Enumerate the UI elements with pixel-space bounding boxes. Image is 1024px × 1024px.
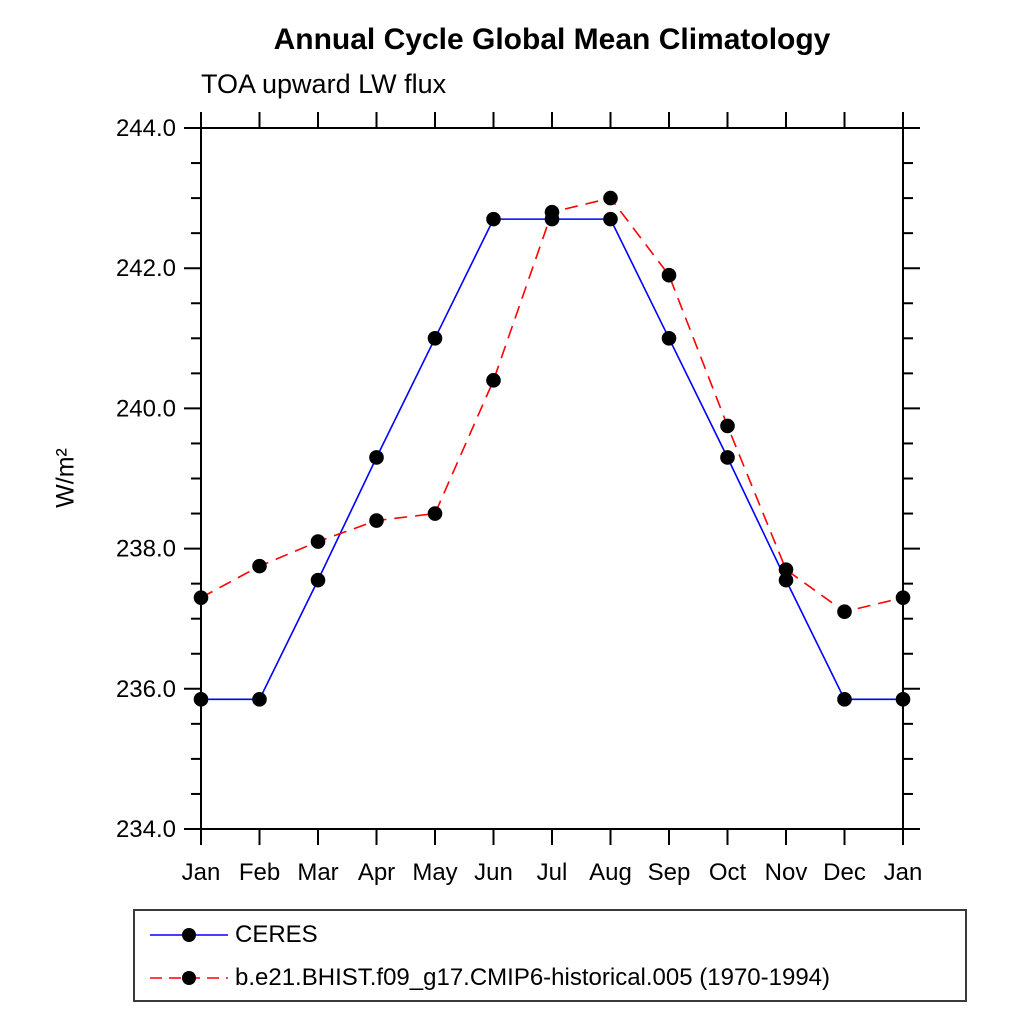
x-tick-label: Sep xyxy=(648,859,691,886)
ceres-marker xyxy=(193,692,209,707)
ceres-marker xyxy=(603,211,618,227)
x-tick-label: Jan xyxy=(182,859,221,886)
ceres-marker xyxy=(720,450,735,465)
model-marker xyxy=(427,506,443,521)
x-tick-label: Apr xyxy=(358,859,395,886)
y-axis-title: W/m² xyxy=(51,448,80,508)
y-tick-label: 240.0 xyxy=(116,395,176,422)
model-marker xyxy=(661,267,677,283)
legend-marker-ceres xyxy=(182,928,196,942)
ceres-marker xyxy=(252,692,267,707)
ceres-marker xyxy=(486,211,501,227)
chart-title: Annual Cycle Global Mean Climatology xyxy=(273,23,831,56)
model-marker xyxy=(193,590,209,605)
model-marker xyxy=(252,558,267,574)
x-tick-label: Dec xyxy=(823,859,866,886)
ceres-marker xyxy=(661,331,677,346)
legend-label-ceres: CERES xyxy=(235,921,318,948)
x-tick-label: Mar xyxy=(297,859,338,886)
y-tick-label: 236.0 xyxy=(116,676,176,703)
model-marker xyxy=(369,513,384,528)
x-tick-label: Oct xyxy=(709,859,747,886)
plot-frame xyxy=(200,127,904,830)
model-marker xyxy=(310,534,326,549)
model-marker xyxy=(895,590,911,605)
ceres-marker xyxy=(778,572,794,588)
model-marker xyxy=(544,204,560,220)
y-tick-label: 244.0 xyxy=(116,115,176,142)
ceres-marker xyxy=(427,331,443,346)
model-marker xyxy=(778,562,794,577)
ceres-marker xyxy=(895,692,911,707)
x-tick-label: May xyxy=(412,859,457,886)
chart-subtitle: TOA upward LW flux xyxy=(201,69,447,99)
model-marker xyxy=(720,418,735,434)
x-tick-label: Feb xyxy=(239,859,280,886)
x-tick-label: Jun xyxy=(474,859,513,886)
x-tick-label: Jan xyxy=(884,859,923,886)
y-tick-label: 242.0 xyxy=(116,255,176,282)
ceres-marker xyxy=(837,692,852,707)
legend-marker-model xyxy=(182,971,196,985)
model-line xyxy=(200,197,904,613)
y-tick-label: 238.0 xyxy=(116,536,176,563)
x-tick-label: Jul xyxy=(537,859,568,886)
x-tick-label: Aug xyxy=(589,859,632,886)
ceres-line xyxy=(201,218,903,701)
model-marker xyxy=(603,190,618,206)
model-marker xyxy=(486,373,501,388)
legend-box xyxy=(133,909,967,1002)
ceres-marker xyxy=(369,450,384,465)
ceres-marker xyxy=(310,572,326,588)
y-tick-label: 234.0 xyxy=(116,816,176,843)
model-marker xyxy=(837,604,852,619)
legend-label-model: b.e21.BHIST.f09_g17.CMIP6-historical.005… xyxy=(235,964,831,991)
x-tick-label: Nov xyxy=(765,859,808,886)
